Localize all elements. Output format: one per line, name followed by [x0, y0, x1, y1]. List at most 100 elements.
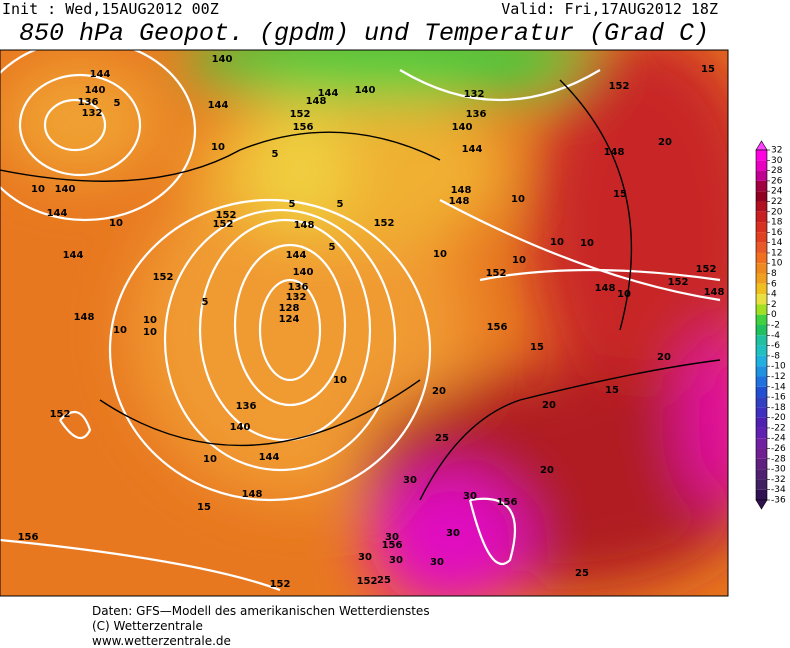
colorbar-label: -30	[771, 465, 786, 475]
colorbar-cell	[756, 304, 767, 315]
contour-label: 15	[701, 64, 715, 75]
contour-label: 136	[288, 282, 309, 293]
colorbar-cell	[756, 263, 767, 274]
contour-label: 132	[464, 89, 485, 100]
contour-label: 152	[216, 210, 237, 221]
contour-label: 152	[50, 409, 71, 420]
colorbar-label: -12	[771, 372, 786, 382]
contour-label: 156	[18, 532, 39, 543]
contour-label: 5	[289, 199, 296, 210]
colorbar-label: -18	[771, 403, 786, 413]
contour-label: 144	[208, 100, 229, 111]
colorbar-cell	[756, 458, 767, 470]
contour-label: 152	[668, 277, 689, 288]
map-frame	[0, 49, 729, 597]
contour-label: 156	[487, 322, 508, 333]
colorbar-cell	[756, 314, 767, 325]
contour-label: 148	[242, 489, 263, 500]
contour-label: 30	[463, 491, 477, 502]
colorbar-label: 22	[771, 197, 782, 207]
colorbar-cell	[756, 489, 767, 500]
colorbar-label: -28	[771, 454, 786, 464]
colorbar-cell	[756, 325, 767, 336]
contour-label: 144	[259, 452, 280, 463]
colorbar-label: 20	[771, 207, 783, 217]
contour-label: 20	[432, 386, 446, 397]
colorbar-cell	[756, 180, 767, 192]
contour-label: 152	[357, 576, 378, 587]
contour-label: 15	[197, 502, 211, 513]
contour-label: 25	[575, 568, 589, 579]
contour-label: 144	[63, 250, 84, 261]
contour-label: 140	[230, 422, 251, 433]
contour-label: 128	[279, 303, 300, 314]
contour-label: 140	[85, 85, 106, 96]
colorbar-label: 8	[771, 269, 777, 279]
colorbar-label: 26	[771, 176, 783, 186]
contour-label: 152	[609, 81, 630, 92]
contour-label: 144	[47, 208, 68, 219]
contour-label: 148	[306, 96, 327, 107]
colorbar-cell	[756, 469, 767, 480]
contour-label: 152	[696, 264, 717, 275]
contour-label: 25	[435, 433, 449, 444]
contour-label: 10	[550, 237, 564, 248]
contour-label: 15	[605, 385, 619, 396]
colorbar-cell	[756, 438, 767, 449]
contour-label: 148	[604, 147, 625, 158]
colorbar-cell	[756, 397, 767, 408]
colorbar-arrow	[755, 499, 768, 510]
contour-label: 10	[580, 238, 594, 249]
colorbar-label: -6	[771, 341, 780, 351]
contour-label: 15	[613, 189, 627, 200]
contour-label: 10	[109, 218, 123, 229]
contour-label: 132	[82, 108, 103, 119]
colorbar-label: 6	[771, 279, 777, 289]
colorbar-label: -22	[771, 423, 786, 433]
colorbar-label: 2	[771, 300, 777, 310]
colorbar-label: 0	[771, 310, 777, 320]
colorbar-label: -34	[771, 485, 786, 495]
contour-label: 140	[355, 85, 376, 96]
contour-label: 136	[466, 109, 487, 120]
colorbar-cell	[756, 448, 767, 459]
contour-label: 10	[511, 194, 525, 205]
colorbar-label: -10	[771, 362, 786, 372]
contour-label: 10	[143, 315, 157, 326]
contour-label: 10	[113, 325, 127, 336]
contour-label: 10	[203, 454, 217, 465]
colorbar-label: -4	[771, 331, 780, 341]
contour-label: 156	[497, 497, 518, 508]
colorbar-label: 28	[771, 166, 783, 176]
contour-label: 5	[272, 149, 279, 160]
contour-label: 10	[433, 249, 447, 260]
colorbar-cell	[756, 242, 767, 253]
colorbar-label: -32	[771, 475, 786, 485]
contour-label: 132	[286, 292, 307, 303]
footer-line: (C) Wetterzentrale	[92, 619, 203, 633]
colorbar-label: 12	[771, 248, 782, 258]
colorbar-cell	[756, 294, 767, 305]
contour-label: 5	[202, 297, 209, 308]
contour-label: 10	[617, 289, 631, 300]
contour-label: 152	[486, 268, 507, 279]
colorbar-cell	[756, 283, 767, 295]
contour-label: 148	[704, 287, 725, 298]
contour-label: 140	[452, 122, 473, 133]
contour-label: 20	[658, 137, 672, 148]
colorbar: 32302826242220181614121086420-2-4-6-8-10…	[755, 140, 786, 510]
colorbar-cell	[756, 150, 767, 161]
contour-label: 136	[236, 401, 257, 412]
colorbar-cell	[756, 273, 767, 284]
contour-label: 152	[374, 218, 395, 229]
colorbar-cell	[756, 355, 767, 367]
colorbar-label: 14	[771, 238, 783, 248]
contour-label: 144	[462, 144, 483, 155]
contour-label: 5	[114, 98, 121, 109]
footer-line: Daten: GFS—Modell des amerikanischen Wet…	[92, 604, 430, 618]
contour-label: 124	[279, 314, 300, 325]
colorbar-cell	[756, 407, 767, 418]
contour-label: 136	[78, 97, 99, 108]
contour-label: 20	[657, 352, 671, 363]
